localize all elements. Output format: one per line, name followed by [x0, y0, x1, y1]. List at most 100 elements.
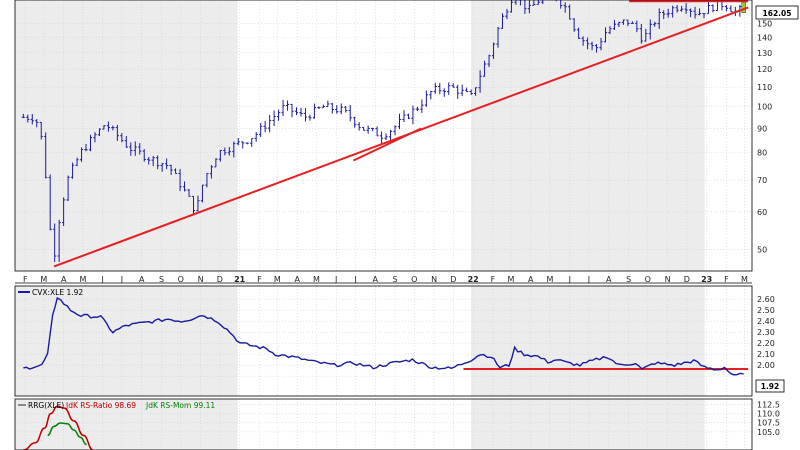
price-bar	[420, 99, 424, 113]
rs-line	[23, 297, 744, 376]
price-bar	[75, 157, 79, 167]
x-tick-label: M	[741, 275, 748, 284]
y-tick-label: 105.0	[757, 428, 780, 437]
price-bar	[635, 20, 639, 33]
price-bar	[173, 168, 178, 174]
price-bar	[581, 36, 585, 46]
x-tick-label: D	[217, 275, 223, 284]
price-bar	[514, 0, 518, 5]
price-bar	[138, 143, 142, 155]
price-bar	[518, 0, 523, 6]
rs-legend-label: CVX:XLE 1.92	[32, 288, 83, 297]
x-tick-label: F	[257, 275, 262, 284]
price-bar	[268, 114, 272, 133]
x-tick-label: 21	[234, 275, 246, 284]
x-tick-label: A	[373, 275, 379, 284]
price-bar	[290, 103, 294, 118]
price-bar	[147, 157, 151, 165]
price-bar	[339, 103, 343, 115]
y-tick-label: 2.30	[757, 328, 775, 337]
price-bar	[353, 116, 357, 128]
price-bar	[218, 149, 222, 162]
price-bar	[711, 4, 715, 13]
x-tick-label: M	[507, 275, 514, 284]
price-bar	[254, 132, 258, 142]
price-bar	[662, 10, 666, 20]
price-bar	[621, 19, 626, 25]
x-tick-label: N	[198, 275, 204, 284]
price-bar	[223, 147, 227, 156]
price-bar	[496, 26, 500, 48]
panel-frame	[14, 398, 753, 450]
price-bar	[474, 87, 478, 96]
price-bar	[303, 108, 308, 122]
price-bar	[62, 197, 66, 227]
price-bar	[666, 8, 670, 18]
x-tick-label: J	[334, 275, 337, 284]
x-tick-label: N	[665, 275, 671, 284]
x-tick-label: O	[178, 275, 184, 284]
price-bar	[393, 125, 397, 136]
x-tick-label: 23	[701, 275, 712, 284]
price-bar	[102, 125, 106, 130]
price-bar	[35, 119, 39, 128]
price-bar	[79, 147, 84, 162]
price-bar	[509, 0, 514, 13]
price-bar	[196, 195, 200, 212]
price-bar	[106, 121, 111, 132]
price-bar	[232, 141, 236, 158]
rrg-legend-prefix: RRG(XLE)	[28, 401, 64, 410]
price-bar	[281, 99, 285, 117]
x-tick-label: M	[546, 275, 553, 284]
y-tick-label: 2.20	[757, 339, 775, 348]
year-shade-band	[471, 286, 705, 396]
x-tick-label: A	[294, 275, 300, 284]
price-bar	[397, 113, 402, 130]
rrg-legend-ratio: JdK RS-Ratio 98.69	[65, 401, 136, 410]
price-bar	[478, 70, 482, 93]
price-bar	[133, 141, 137, 156]
price-bar	[26, 114, 30, 123]
y-tick-label: 70	[757, 176, 767, 185]
price-bar	[697, 8, 702, 16]
price-bar	[438, 83, 442, 95]
price-bar	[111, 125, 115, 131]
price-bar	[97, 128, 102, 137]
price-bar	[375, 126, 379, 137]
price-bar	[317, 106, 321, 109]
price-bar	[671, 5, 675, 18]
price-bar	[433, 82, 437, 94]
price-bar	[505, 8, 509, 20]
price-bar	[236, 138, 240, 146]
price-bar	[39, 121, 43, 140]
price-bar	[241, 141, 245, 149]
price-bar	[680, 5, 684, 12]
x-tick-label: M	[79, 275, 86, 284]
price-bar	[250, 137, 254, 147]
price-bar	[371, 127, 375, 132]
price-bar	[200, 184, 205, 203]
price-bar	[227, 147, 231, 156]
price-bar	[532, 0, 536, 6]
price-bar	[156, 155, 160, 170]
price-bar	[612, 19, 617, 30]
y-tick-label: 80	[757, 149, 767, 158]
price-bar	[657, 8, 661, 29]
y-tick-label: 150	[757, 19, 772, 28]
price-bar	[729, 5, 733, 13]
price-bar	[603, 27, 608, 43]
price-bar	[693, 6, 697, 19]
price-bar	[617, 21, 621, 28]
price-bar	[191, 195, 196, 214]
price-bar	[308, 114, 312, 121]
y-tick-label: 2.00	[757, 361, 775, 370]
price-bar	[44, 132, 48, 179]
price-bar	[169, 164, 173, 175]
y-tick-label: 50	[757, 245, 767, 254]
price-bar	[93, 132, 97, 143]
price-bar	[684, 3, 688, 14]
price-last-value: 162.05	[763, 9, 792, 18]
price-bar	[702, 13, 706, 19]
x-tick-label: M	[40, 275, 47, 284]
